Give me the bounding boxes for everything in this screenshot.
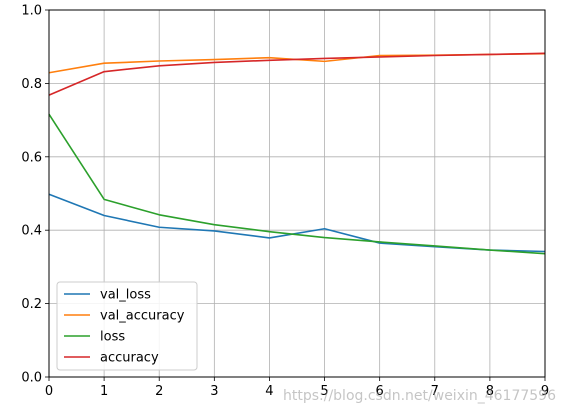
y-tick-label: 0.4 bbox=[21, 224, 42, 239]
y-tick-label: 0.2 bbox=[21, 297, 42, 312]
watermark-text: https://blog.csdn.net/weixin_46177596 bbox=[282, 388, 556, 404]
series-line-loss bbox=[48, 113, 546, 255]
legend-label: accuracy bbox=[100, 351, 159, 366]
plot-frame bbox=[48, 9, 546, 378]
y-tick-label: 0.0 bbox=[21, 371, 42, 386]
x-tick-label: 1 bbox=[100, 384, 108, 399]
x-tick-label: 2 bbox=[155, 384, 163, 399]
y-tick-label: 0.6 bbox=[21, 150, 42, 165]
x-tick-label: 5 bbox=[320, 384, 328, 399]
series-line-accuracy bbox=[48, 52, 546, 96]
x-tick-label: 3 bbox=[210, 384, 218, 399]
x-tick-label: 7 bbox=[431, 384, 439, 399]
x-tick-label: 9 bbox=[541, 384, 549, 399]
x-tick-label: 0 bbox=[45, 384, 53, 399]
x-tick-label: 8 bbox=[486, 384, 494, 399]
series-lines bbox=[48, 52, 546, 255]
legend-label: val_accuracy bbox=[100, 309, 185, 324]
y-tick-label: 0.8 bbox=[21, 77, 42, 92]
y-tick-label: 1.0 bbox=[21, 4, 42, 19]
legend-label: loss bbox=[100, 330, 125, 345]
x-tick-label: 4 bbox=[265, 384, 273, 399]
legend-box bbox=[56, 281, 198, 371]
x-tick-label: 6 bbox=[376, 384, 384, 399]
axis-ticks: 0 1 2 3 4 5 6 7 8 9 0.0 0.2 0.4 0.6 0.8 1.0 bbox=[21, 4, 549, 400]
legend-label: val_loss bbox=[100, 288, 151, 303]
